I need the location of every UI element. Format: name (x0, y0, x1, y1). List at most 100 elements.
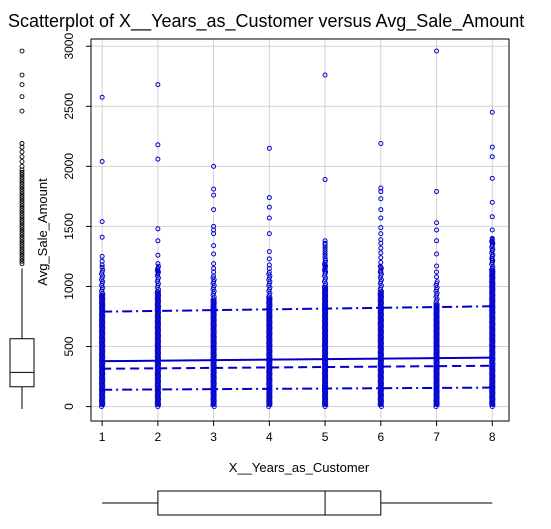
box-outlier (19, 225, 25, 231)
data-point (322, 267, 328, 273)
x-tick-label: 5 (322, 430, 329, 444)
data-point (378, 215, 384, 221)
box-outlier (19, 232, 25, 238)
x-tick-label: 4 (266, 430, 273, 444)
data-point (378, 231, 384, 237)
data-point (489, 214, 495, 220)
data-point (211, 186, 217, 192)
data-point (322, 264, 328, 270)
box-outlier (19, 193, 25, 199)
box-outlier (19, 186, 25, 192)
box-outlier (19, 191, 25, 197)
box-outlier (19, 181, 25, 187)
data-point (266, 145, 272, 151)
data-point (99, 264, 105, 270)
data-point (434, 251, 440, 257)
y-tick-label: 3000 (62, 33, 76, 60)
data-point (266, 265, 272, 271)
data-point (322, 244, 328, 250)
box-outlier (19, 72, 25, 78)
upper-quantile-line (102, 305, 493, 313)
box-outlier (19, 163, 25, 169)
lower-quantile-line (102, 386, 493, 391)
box-outlier (19, 205, 25, 211)
box-outlier (19, 237, 25, 243)
data-point (155, 82, 161, 88)
box-outlier (19, 169, 25, 175)
box-body (9, 338, 35, 388)
box-outlier (19, 258, 25, 264)
box-outlier (19, 141, 25, 146)
box-outlier (19, 172, 25, 178)
data-point (266, 256, 272, 262)
data-point (99, 219, 105, 225)
plot-frame (90, 38, 510, 422)
data-point (266, 231, 272, 237)
data-point (322, 72, 328, 78)
box-outlier (19, 154, 25, 160)
box-outlier (19, 227, 25, 233)
x-tick-label: 8 (489, 430, 496, 444)
data-point (155, 238, 161, 244)
dense-point-band (377, 290, 384, 407)
data-point (489, 243, 495, 249)
data-point (489, 247, 495, 253)
data-point (434, 48, 440, 54)
data-point (155, 268, 161, 274)
data-point (378, 264, 384, 270)
data-point (434, 220, 440, 226)
box-outlier (19, 208, 25, 214)
data-point (434, 274, 440, 280)
data-point (211, 192, 217, 198)
data-point (211, 261, 217, 267)
y-tick-label: 500 (62, 336, 76, 356)
data-point (99, 94, 105, 100)
data-point (211, 269, 217, 275)
dense-point-band (266, 296, 273, 407)
data-point (322, 249, 328, 255)
box-outlier (19, 210, 25, 216)
data-point (322, 259, 328, 265)
box-outlier (19, 184, 25, 190)
data-point (211, 231, 217, 237)
fit-lines (102, 305, 493, 391)
box-outlier (19, 241, 25, 247)
data-point (211, 243, 217, 249)
data-point (211, 163, 217, 169)
data-point (99, 253, 105, 259)
box-outlier (19, 215, 25, 221)
data-point (434, 238, 440, 244)
box-outlier (19, 174, 25, 180)
data-point (378, 245, 384, 251)
data-point (155, 156, 161, 162)
data-point (99, 262, 105, 268)
y-tick-label: 0 (62, 403, 76, 410)
x-axis-ticks: 1 2 3 4 5 6 7 8 (99, 421, 496, 444)
data-point (489, 235, 495, 241)
data-point (155, 261, 161, 267)
data-point (434, 279, 440, 285)
box-outlier (19, 256, 25, 262)
data-point (378, 189, 384, 195)
box-outlier (19, 177, 25, 182)
box-outlier (19, 229, 25, 235)
box-outlier (19, 244, 25, 250)
box-outlier (19, 261, 25, 267)
box-outlier (19, 179, 25, 185)
dense-point-columns (99, 236, 496, 410)
data-point (266, 204, 272, 210)
data-point (489, 257, 495, 263)
data-point (434, 189, 440, 195)
box-outlier (19, 189, 25, 195)
data-point (378, 255, 384, 261)
box-outlier (19, 217, 25, 223)
box-outlier (19, 82, 25, 88)
dense-point-band (99, 293, 106, 407)
data-point (378, 225, 384, 231)
data-point (378, 250, 384, 256)
data-point (378, 269, 384, 275)
data-point (378, 207, 384, 213)
box-outlier (19, 249, 25, 255)
data-point (266, 249, 272, 255)
y-tick-label: 1000 (62, 273, 76, 300)
